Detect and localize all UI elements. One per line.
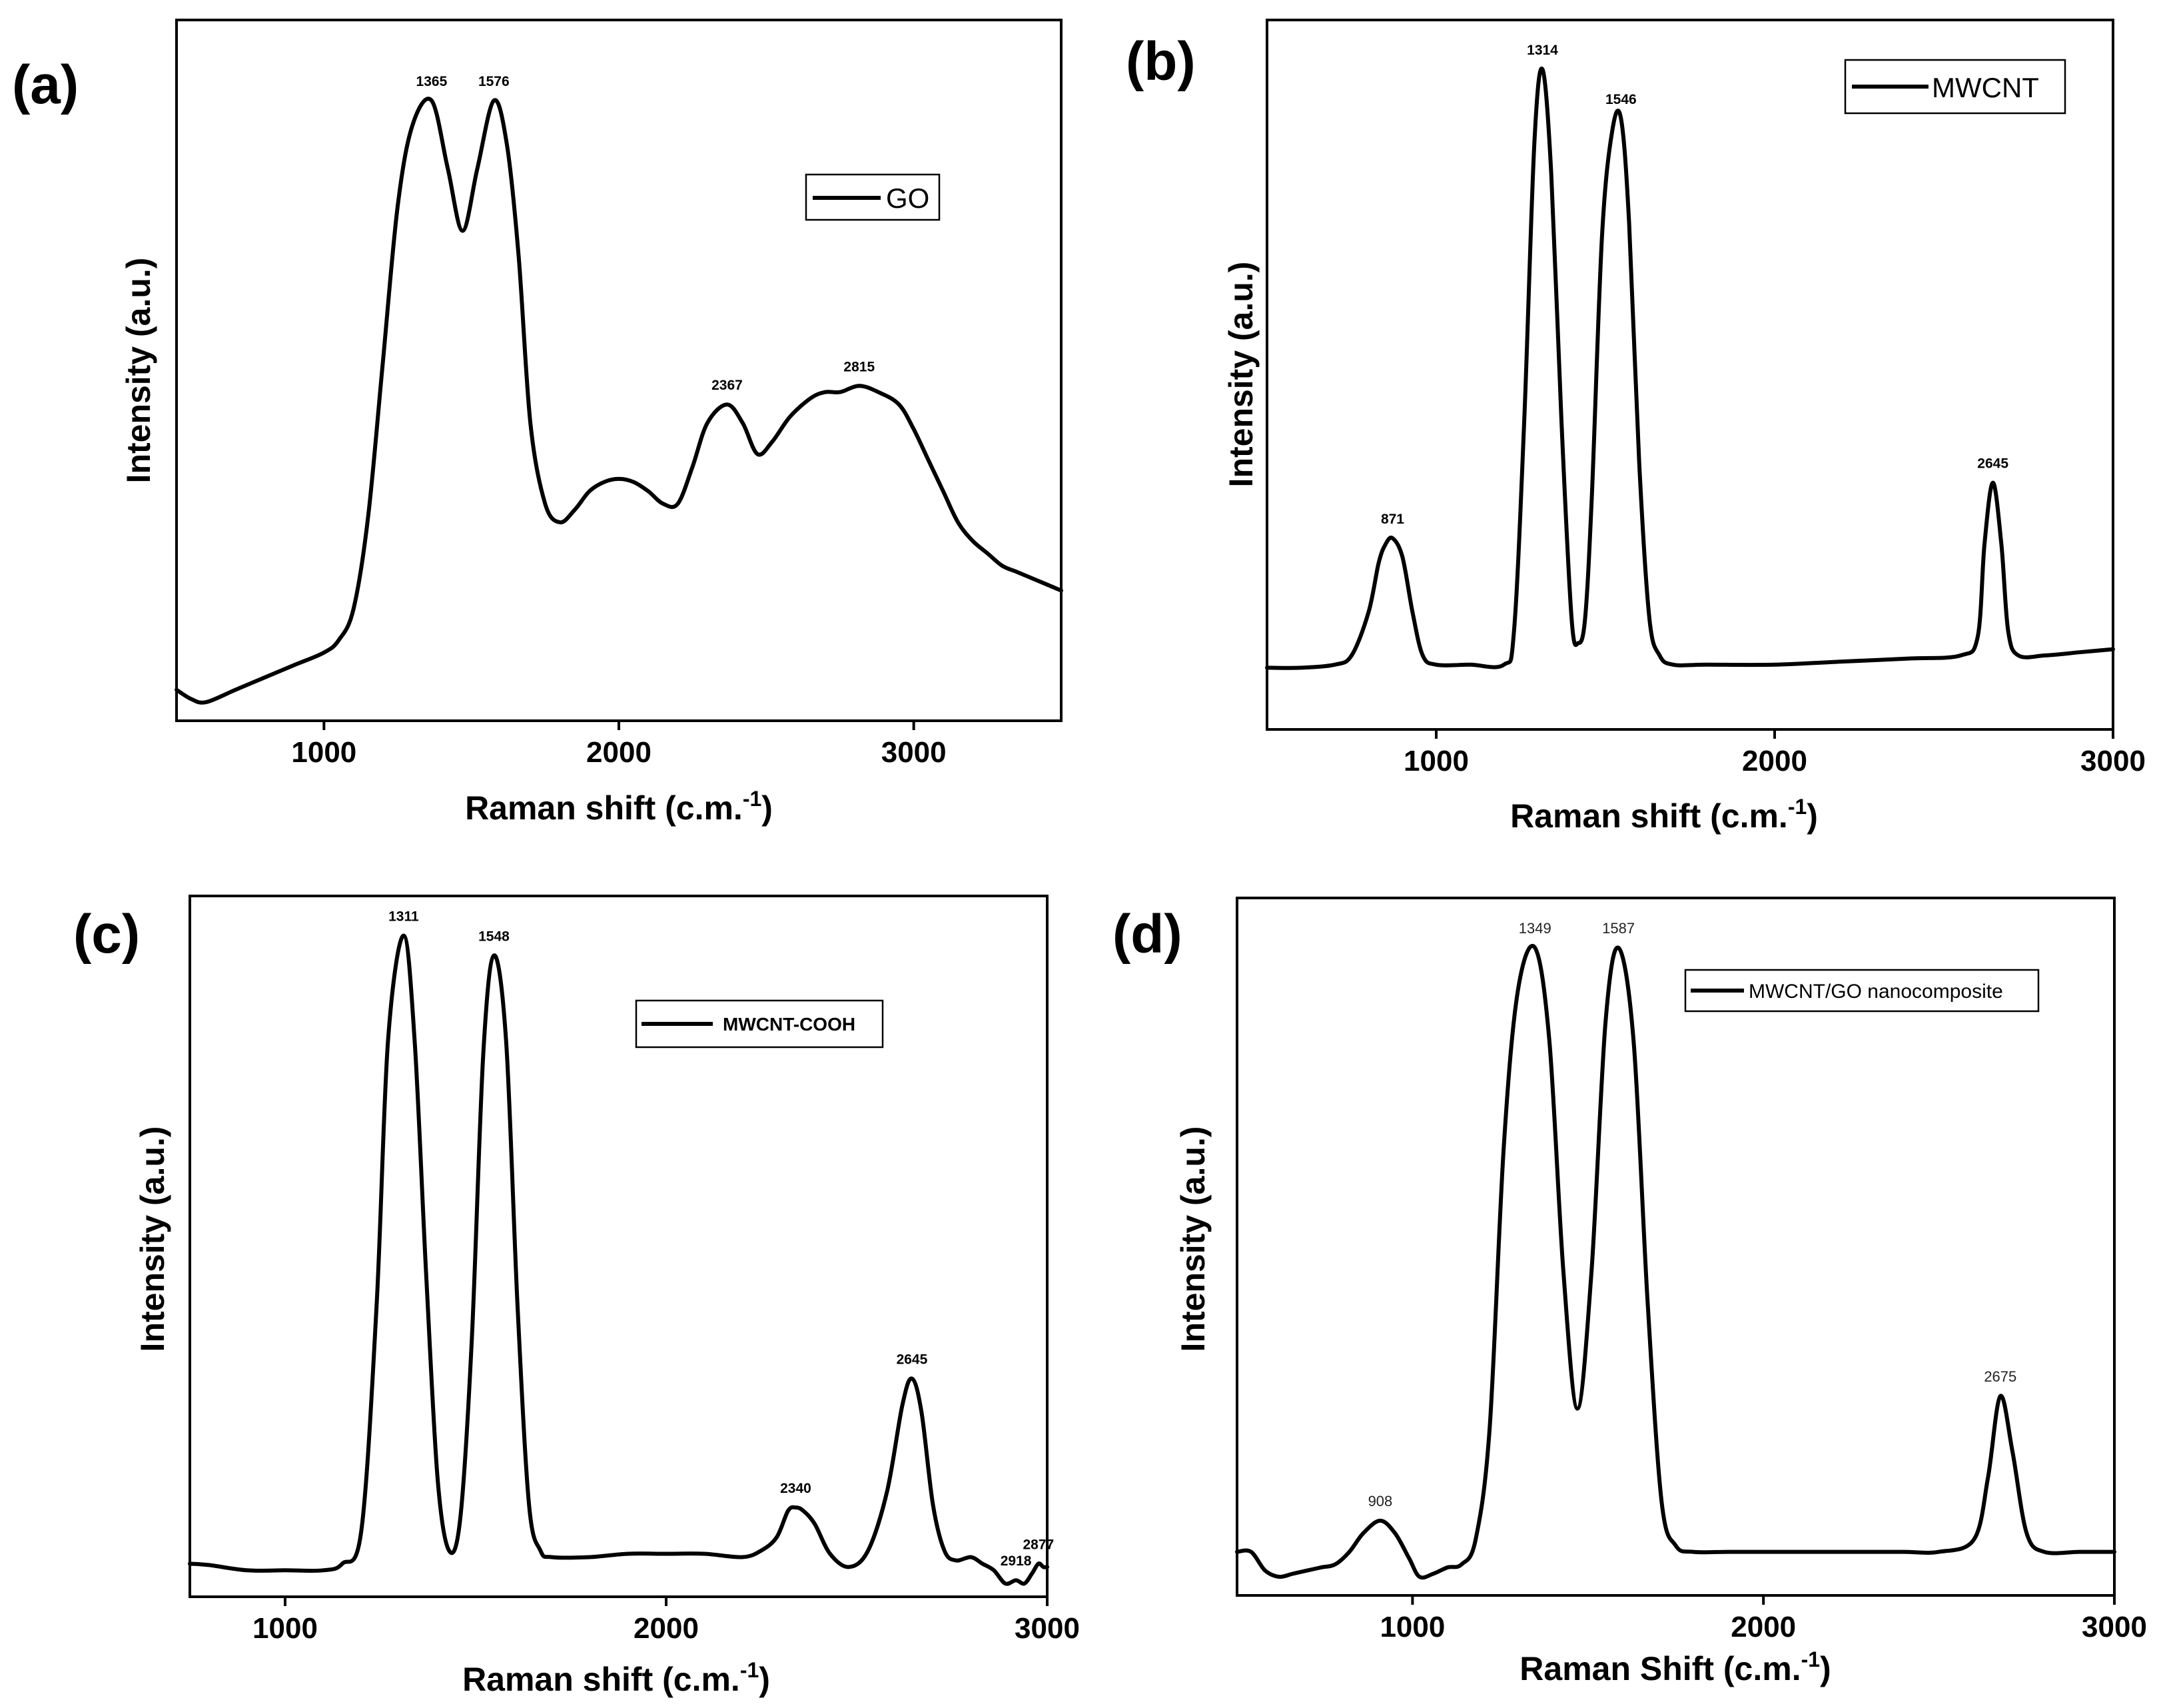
peak-label: 1349	[1519, 920, 1551, 937]
x-tick-label: 1000	[1404, 745, 1469, 777]
legend-label-a: GO	[886, 183, 929, 214]
panel-label-a: (a)	[12, 55, 79, 115]
peak-label: 1548	[478, 929, 510, 944]
legend-label-b: MWCNT	[1932, 72, 2039, 103]
peak-label: 2340	[780, 1481, 811, 1496]
peak-label: 1546	[1605, 92, 1637, 107]
x-tick-labels-c: 1000 2000 3000	[252, 1612, 1080, 1645]
y-axis-label-c: Intensity (a.u.)	[134, 1126, 171, 1352]
legend-a: GO	[805, 173, 941, 221]
panel-label-d: (d)	[1112, 904, 1182, 965]
x-tick-label: 1000	[1380, 1611, 1445, 1643]
x-tick-label: 2000	[1731, 1611, 1796, 1643]
x-tick-labels-d: 1000 2000 3000	[1380, 1611, 2146, 1643]
x-axis-label-d: Raman Shift (c.m.-1)	[1519, 1647, 1831, 1687]
peak-label: 871	[1381, 512, 1404, 527]
x-tick-label: 2000	[1742, 745, 1807, 777]
x-ticks-b	[1435, 729, 2114, 739]
panel-label-c: (c)	[73, 904, 140, 965]
series-line-mwcnt-cooh	[188, 933, 1049, 1586]
legend-b: MWCNT	[1844, 59, 2066, 115]
peak-label: 2877	[1023, 1537, 1054, 1552]
x-tick-label: 3000	[2082, 1611, 2147, 1643]
plot-frame-c	[189, 895, 1049, 1598]
plot-frame-d	[1236, 897, 2116, 1597]
panel-d: (d) 1000 2000 3000 908 1349 1587 2675 MWCNT/G…	[1112, 897, 2147, 1687]
x-axis-label-b: Raman shift (c.m.-1)	[1510, 795, 1818, 835]
panel-a: (a) 1000 2000 3000 1365 1576 2367 2815 GO Ram…	[12, 19, 1063, 827]
panel-label-b: (b)	[1126, 31, 1196, 92]
panel-c: (c) 1000 2000 3000 1311 1548 2340 2645 2918287…	[73, 895, 1080, 1698]
x-tick-label: 3000	[881, 736, 947, 769]
x-ticks-d	[1411, 1595, 2116, 1605]
peak-label: 2645	[1977, 456, 2008, 472]
y-axis-label-d: Intensity (a.u.)	[1174, 1126, 1212, 1352]
legend-d: MWCNT/GO nanocomposite	[1684, 969, 2040, 1013]
peak-label: 2645	[897, 1352, 928, 1367]
x-ticks-c	[284, 1597, 1049, 1606]
peak-label: 1311	[388, 909, 419, 925]
peak-label: 2815	[843, 359, 875, 374]
legend-box-d	[1684, 969, 2040, 1013]
x-tick-label: 3000	[2080, 745, 2146, 777]
x-tick-labels-a: 1000 2000 3000	[291, 736, 946, 769]
peak-label: 1365	[416, 74, 448, 89]
x-tick-label: 2000	[634, 1612, 699, 1645]
peak-labels-a: 1365 1576 2367 2815	[416, 74, 875, 393]
peak-label: 2367	[711, 378, 743, 393]
x-tick-labels-b: 1000 2000 3000	[1404, 745, 2146, 777]
series-line-mwcnt	[1265, 66, 2115, 670]
x-axis-label-a: Raman shift (c.m.-1)	[465, 787, 773, 827]
legend-label-d: MWCNT/GO nanocomposite	[1749, 981, 2003, 1003]
series-line-mwcnt-go	[1235, 944, 2116, 1580]
peak-label: 1576	[478, 74, 510, 89]
x-tick-label: 1000	[291, 736, 356, 769]
y-axis-label-b: Intensity (a.u.)	[1222, 262, 1260, 488]
peak-labels-b: 871 1314 1546 2645	[1381, 43, 2008, 527]
x-axis-label-c: Raman shift (c.m.-1)	[462, 1658, 770, 1698]
x-tick-label: 1000	[252, 1612, 318, 1645]
y-axis-label-a: Intensity (a.u.)	[120, 258, 157, 484]
x-tick-label: 3000	[1015, 1612, 1080, 1645]
peak-label: 2918	[1001, 1553, 1032, 1569]
series-line-go	[175, 97, 1063, 705]
legend-c: MWCNT-COOH	[635, 999, 884, 1049]
peak-label: 908	[1368, 1493, 1393, 1509]
peak-label: 2675	[1984, 1368, 2016, 1385]
plot-frame-a	[175, 19, 1063, 722]
peak-label: 1587	[1602, 920, 1635, 937]
peak-labels-d: 908 1349 1587 2675	[1368, 920, 2017, 1509]
legend-label-c: MWCNT-COOH	[723, 1014, 855, 1035]
x-ticks-a	[322, 721, 915, 730]
x-tick-label: 2000	[586, 736, 651, 769]
plot-frame-b	[1266, 19, 2114, 731]
panel-b: (b) 1000 2000 3000 871 1314 1546 2645 MWCNT R…	[1126, 19, 2146, 835]
peak-label: 1314	[1527, 43, 1558, 58]
